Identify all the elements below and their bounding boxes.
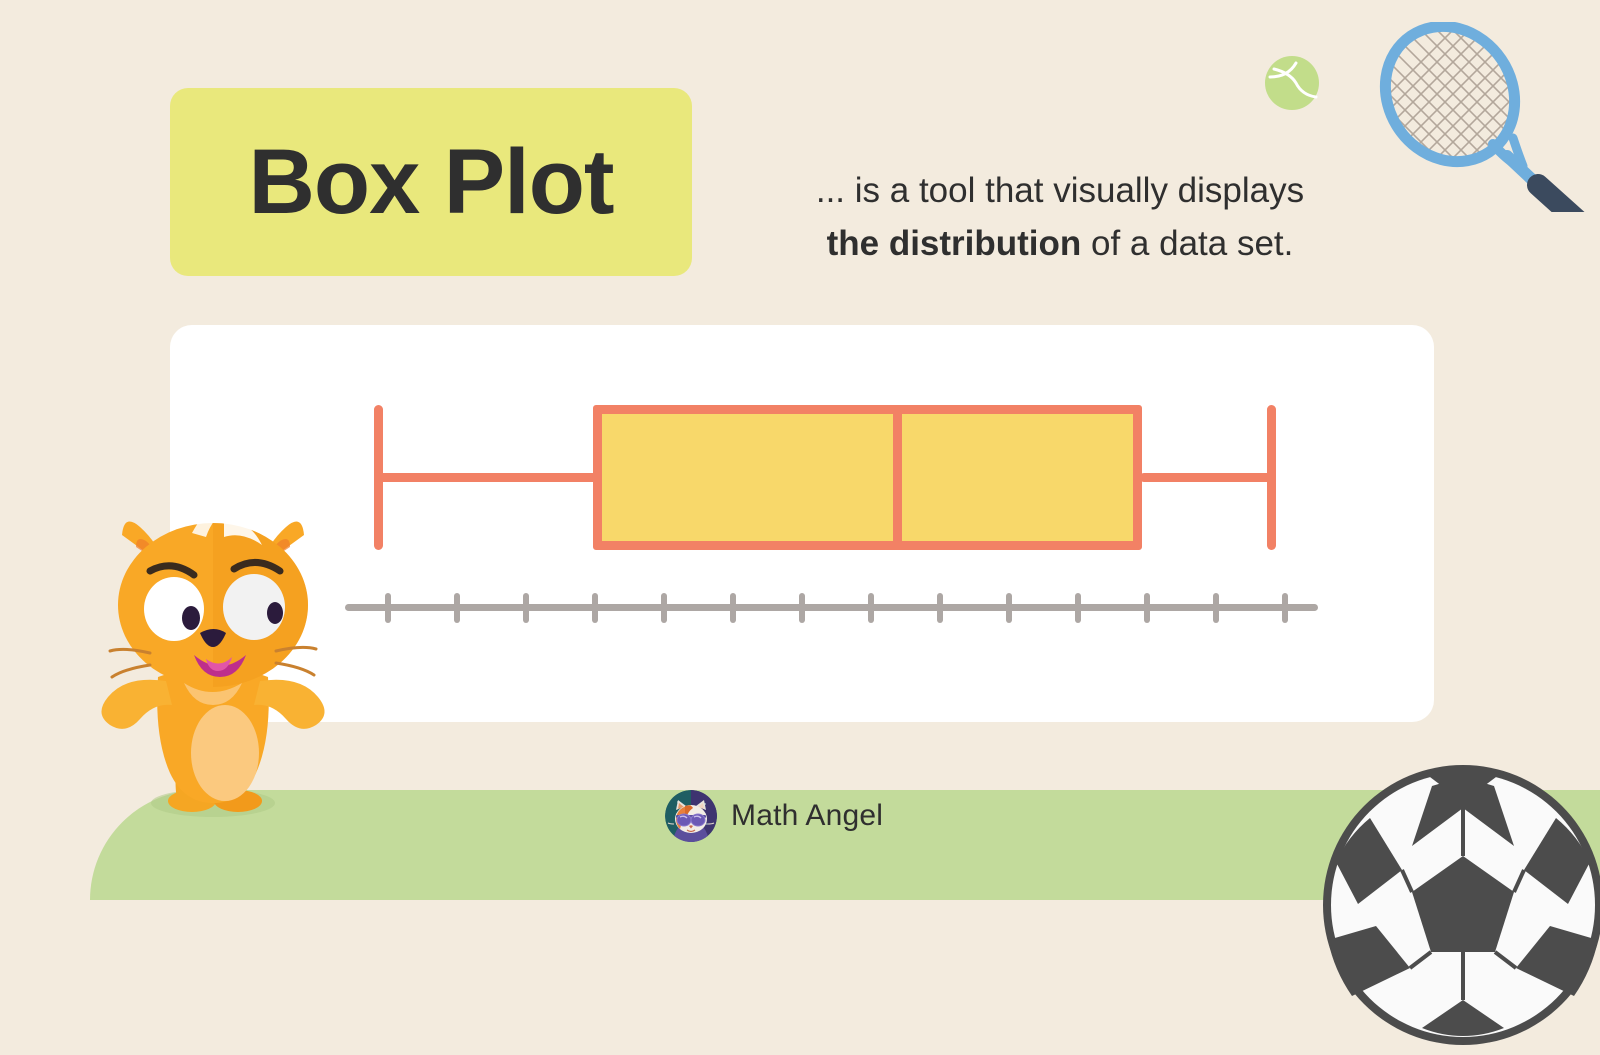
axis-tick [1282, 593, 1288, 623]
axis-tick [385, 593, 391, 623]
axis-tick [937, 593, 943, 623]
box-plot-iqr-box [593, 405, 1142, 550]
math-angel-cat-logo [665, 790, 717, 842]
axis-tick [730, 593, 736, 623]
soccer-ball-icon [1318, 760, 1600, 1050]
cat-mascot-icon [88, 485, 338, 830]
axis-tick [523, 593, 529, 623]
subtitle: ... is a tool that visually displays the… [740, 165, 1380, 270]
tennis-racket-icon [1355, 1, 1600, 256]
footer-brand-name: Math Angel [731, 799, 884, 832]
box-plot [170, 325, 1434, 722]
title-badge: Box Plot [170, 88, 692, 276]
axis-tick [1075, 593, 1081, 623]
page-title: Box Plot [248, 131, 614, 233]
box-plot-left-whisker-line [378, 473, 597, 482]
axis-tick [868, 593, 874, 623]
subtitle-line-2-tail: of a data set. [1081, 223, 1294, 263]
subtitle-line-1: ... is a tool that visually displays [815, 171, 1305, 210]
subtitle-emphasis: the distribution [826, 223, 1082, 263]
axis-tick [592, 593, 598, 623]
axis-tick [454, 593, 460, 623]
chart-card [170, 325, 1434, 722]
slide-canvas: Box Plot ... is a tool that visually dis… [88, 1, 1600, 1045]
box-plot-median-line [893, 405, 902, 550]
axis-tick [1213, 593, 1219, 623]
axis-tick [1144, 593, 1150, 623]
box-plot-right-whisker-line [1140, 473, 1275, 482]
axis-number-line [345, 604, 1318, 611]
axis-tick [1006, 593, 1012, 623]
box-plot-max-whisker-cap [1267, 405, 1276, 550]
axis-tick [661, 593, 667, 623]
tennis-ball-icon [1264, 55, 1320, 111]
footer-brand: Math Angel [665, 790, 883, 842]
axis-tick [799, 593, 805, 623]
